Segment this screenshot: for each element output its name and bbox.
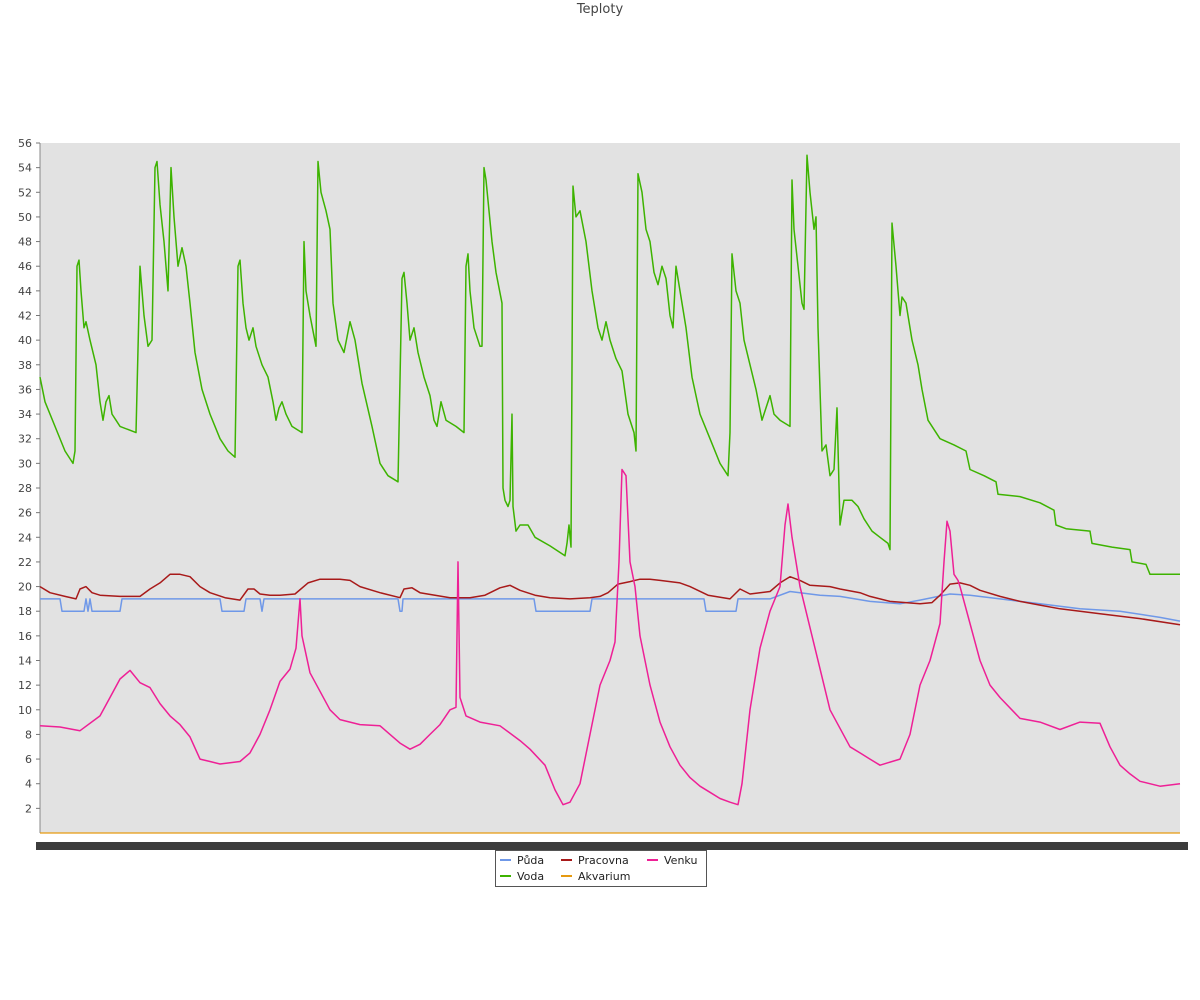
legend: Půda Pracovna Venku Voda Akvarium: [495, 850, 707, 887]
y-tick-label: 12: [18, 679, 32, 692]
legend-item-puda: Půda: [500, 854, 544, 868]
y-tick-label: 26: [18, 507, 32, 520]
y-tick-label: 40: [18, 334, 32, 347]
legend-item-pracovna: Pracovna: [561, 854, 629, 868]
legend-swatch-voda: [500, 875, 511, 877]
y-tick-label: 14: [18, 655, 32, 668]
y-tick-label: 22: [18, 556, 32, 569]
y-tick-label: 16: [18, 630, 32, 643]
legend-label-voda: Voda: [517, 870, 545, 883]
y-tick-label: 34: [18, 408, 32, 421]
legend-label-akvarium: Akvarium: [578, 870, 631, 883]
y-tick-label: 10: [18, 704, 32, 717]
y-tick-label: 4: [25, 778, 32, 791]
y-tick-label: 56: [18, 137, 32, 150]
y-tick-label: 30: [18, 457, 32, 470]
y-tick-label: 54: [18, 162, 32, 175]
y-tick-label: 20: [18, 581, 32, 594]
legend-swatch-puda: [500, 859, 511, 861]
legend-item-akvarium: Akvarium: [561, 870, 630, 884]
series-line-4: [39, 468, 1181, 806]
y-tick-label: 44: [18, 285, 32, 298]
series-line-0: [40, 590, 1181, 622]
legend-item-voda: Voda: [500, 870, 544, 884]
y-tick-label: 24: [18, 531, 32, 544]
y-tick-label: 18: [18, 605, 32, 618]
y-tick-label: 2: [25, 802, 32, 815]
y-tick-label: 36: [18, 383, 32, 396]
y-tick-label: 46: [18, 260, 32, 273]
legend-label-venku: Venku: [664, 854, 698, 867]
legend-swatch-venku: [647, 859, 658, 861]
x-axis-labels-band: [36, 842, 1188, 850]
y-tick-label: 52: [18, 186, 32, 199]
legend-item-venku: Venku: [647, 854, 697, 868]
y-tick-label: 38: [18, 359, 32, 372]
series-layer: [39, 154, 1181, 834]
series-line-2: [39, 573, 1181, 626]
y-tick-label: 32: [18, 433, 32, 446]
y-tick-label: 6: [25, 753, 32, 766]
y-tick-label: 42: [18, 310, 32, 323]
legend-label-puda: Půda: [517, 854, 545, 867]
x-axis: [36, 842, 1188, 850]
y-axis: 2468101214161820222426283032343638404244…: [18, 137, 41, 833]
legend-swatch-akvarium: [561, 875, 572, 877]
y-tick-label: 50: [18, 211, 32, 224]
legend-label-pracovna: Pracovna: [578, 854, 629, 867]
plot-area: [40, 143, 1180, 833]
chart-title: Teploty: [576, 2, 624, 17]
legend-swatch-pracovna: [561, 859, 572, 861]
y-tick-label: 28: [18, 482, 32, 495]
y-tick-label: 48: [18, 236, 32, 249]
series-line-1: [39, 154, 1180, 576]
y-tick-label: 8: [25, 728, 32, 741]
